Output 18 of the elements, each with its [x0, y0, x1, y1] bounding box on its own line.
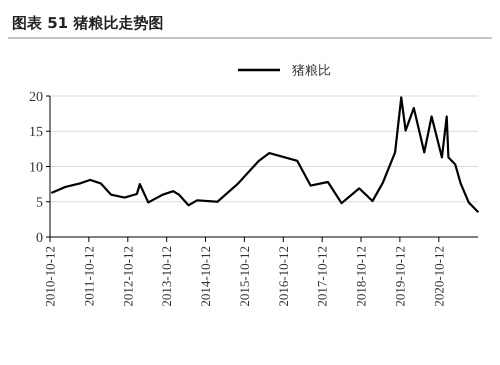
chart-title: 图表 51 猪粮比走势图 [12, 14, 164, 32]
x-tick-label: 2012-10-12 [120, 246, 136, 307]
x-tick-label: 2011-10-12 [81, 246, 96, 306]
y-tick-label: 0 [36, 230, 43, 246]
x-tick-label: 2014-10-12 [198, 246, 214, 307]
x-tick-label: 2013-10-12 [159, 246, 174, 307]
x-tick-label: 2020-10-12 [431, 246, 446, 307]
legend-label: 猪粮比 [292, 64, 331, 79]
x-tick-label: 2019-10-12 [392, 246, 408, 307]
x-tick-label: 2017-10-12 [314, 246, 330, 307]
y-tick-label: 20 [29, 90, 43, 105]
y-tick-label: 15 [29, 125, 43, 140]
x-tick-label: 2016-10-12 [276, 246, 291, 307]
x-tick-label: 2010-10-12 [42, 246, 58, 307]
x-tick-label: 2018-10-12 [354, 246, 369, 307]
x-tick-label: 2015-10-12 [236, 246, 252, 307]
y-tick-label: 5 [36, 196, 43, 211]
y-tick-label: 10 [29, 160, 43, 176]
